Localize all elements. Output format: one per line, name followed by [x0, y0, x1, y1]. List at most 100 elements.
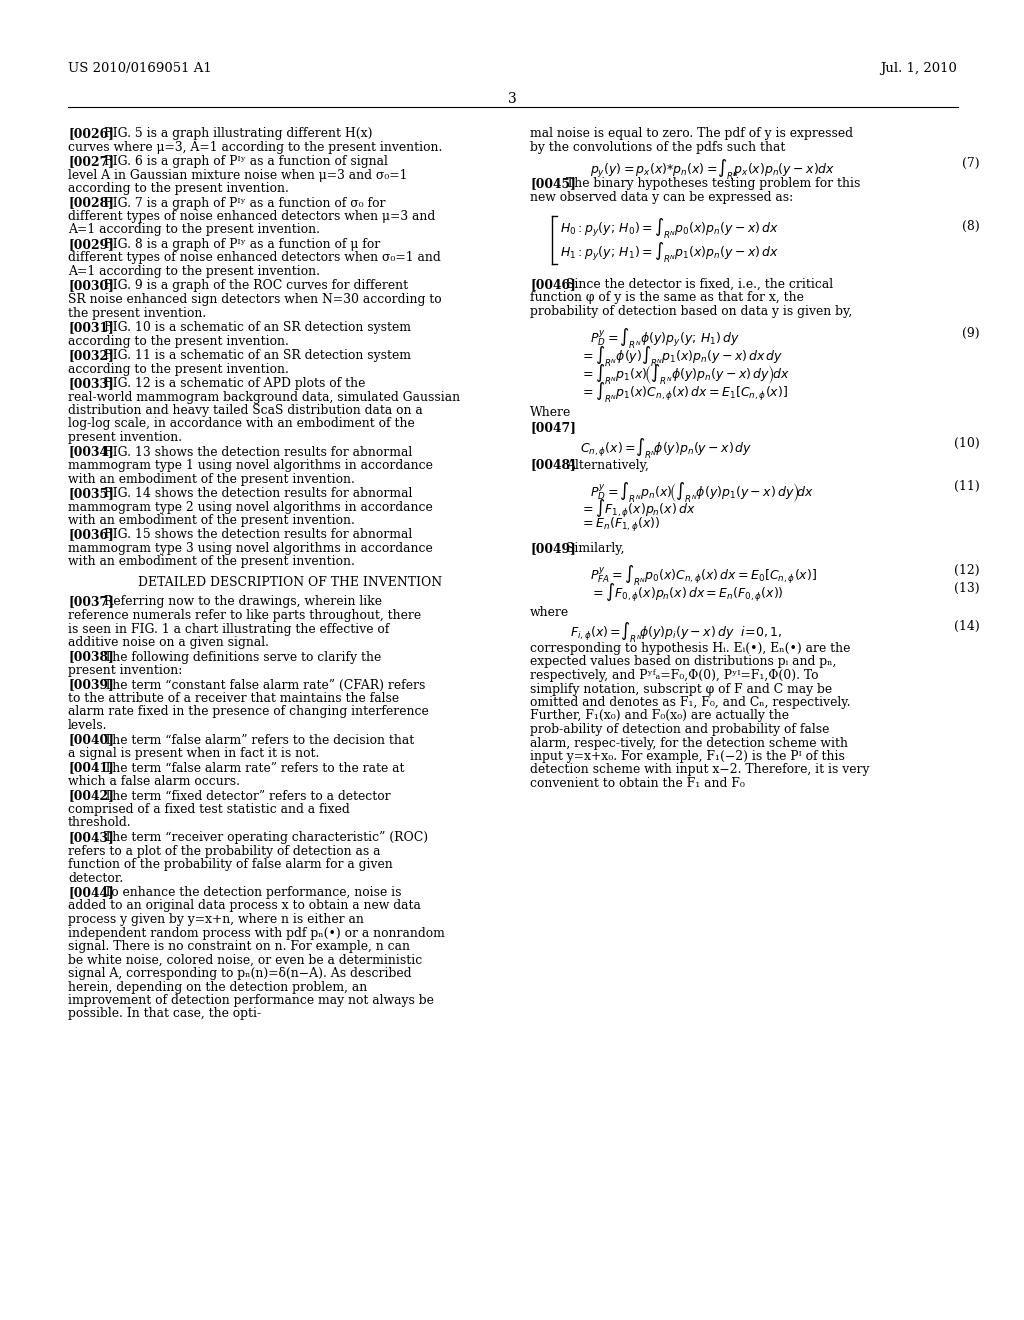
Text: $= \int_{R^N} p_1(x)\!\left(\int_{R^N} \phi(y)p_n(y-x)\,dy\right)\!dx$: $= \int_{R^N} p_1(x)\!\left(\int_{R^N} \…	[580, 363, 790, 387]
Text: (9): (9)	[963, 326, 980, 339]
Text: expected values based on distributions pᵢ and pₙ,: expected values based on distributions p…	[530, 656, 837, 668]
Text: [0044]: [0044]	[68, 886, 114, 899]
Text: Alternatively,: Alternatively,	[566, 458, 649, 471]
Text: (12): (12)	[954, 564, 980, 577]
Text: with an embodiment of the present invention.: with an embodiment of the present invent…	[68, 513, 355, 527]
Text: [0047]: [0047]	[530, 421, 575, 434]
Text: [0036]: [0036]	[68, 528, 114, 541]
Text: real-world mammogram background data, simulated Gaussian: real-world mammogram background data, si…	[68, 391, 460, 404]
Text: FIG. 14 shows the detection results for abnormal: FIG. 14 shows the detection results for …	[104, 487, 413, 500]
Text: [0048]: [0048]	[530, 458, 575, 471]
Text: FIG. 5 is a graph illustrating different H(x): FIG. 5 is a graph illustrating different…	[104, 127, 373, 140]
Text: according to the present invention.: according to the present invention.	[68, 182, 289, 195]
Text: is seen in FIG. 1 a chart illustrating the effective of: is seen in FIG. 1 a chart illustrating t…	[68, 623, 389, 635]
Text: $= \int_{R^N} \phi(y) \int_{R^N} p_1(x)p_n(y-x)\,dx\,dy$: $= \int_{R^N} \phi(y) \int_{R^N} p_1(x)p…	[580, 345, 783, 370]
Text: [0031]: [0031]	[68, 321, 114, 334]
Text: mammogram type 3 using novel algorithms in accordance: mammogram type 3 using novel algorithms …	[68, 543, 433, 554]
Text: The term “fixed detector” refers to a detector: The term “fixed detector” refers to a de…	[104, 789, 391, 803]
Text: level A in Gaussian mixture noise when μ=3 and σ₀=1: level A in Gaussian mixture noise when μ…	[68, 169, 408, 181]
Text: DETAILED DESCRIPTION OF THE INVENTION: DETAILED DESCRIPTION OF THE INVENTION	[138, 576, 442, 589]
Text: possible. In that case, the opti-: possible. In that case, the opti-	[68, 1007, 261, 1020]
Text: process y given by y=x+n, where n is either an: process y given by y=x+n, where n is eit…	[68, 913, 364, 927]
Text: [0043]: [0043]	[68, 832, 114, 843]
Text: [0046]: [0046]	[530, 279, 575, 290]
Text: [0038]: [0038]	[68, 651, 114, 664]
Text: [0026]: [0026]	[68, 127, 114, 140]
Text: mal noise is equal to zero. The pdf of y is expressed: mal noise is equal to zero. The pdf of y…	[530, 127, 853, 140]
Text: (11): (11)	[954, 480, 980, 492]
Text: according to the present invention.: according to the present invention.	[68, 334, 289, 347]
Text: (13): (13)	[954, 582, 980, 594]
Text: (7): (7)	[963, 157, 980, 170]
Text: probability of detection based on data y is given by,: probability of detection based on data y…	[530, 305, 852, 318]
Text: which a false alarm occurs.: which a false alarm occurs.	[68, 775, 240, 788]
Text: prob-ability of detection and probability of false: prob-ability of detection and probabilit…	[530, 723, 829, 737]
Text: mammogram type 1 using novel algorithms in accordance: mammogram type 1 using novel algorithms …	[68, 459, 433, 473]
Text: function of the probability of false alarm for a given: function of the probability of false ala…	[68, 858, 393, 871]
Text: new observed data y can be expressed as:: new observed data y can be expressed as:	[530, 190, 794, 203]
Text: distribution and heavy tailed ScaS distribution data on a: distribution and heavy tailed ScaS distr…	[68, 404, 423, 417]
Text: be white noise, colored noise, or even be a deterministic: be white noise, colored noise, or even b…	[68, 953, 422, 966]
Text: herein, depending on the detection problem, an: herein, depending on the detection probl…	[68, 981, 368, 994]
Text: log-log scale, in accordance with an embodiment of the: log-log scale, in accordance with an emb…	[68, 417, 415, 430]
Text: [0034]: [0034]	[68, 446, 114, 458]
Text: according to the present invention.: according to the present invention.	[68, 363, 289, 375]
Text: simplify notation, subscript φ of F and C may be: simplify notation, subscript φ of F and …	[530, 682, 833, 696]
Text: with an embodiment of the present invention.: with an embodiment of the present invent…	[68, 473, 355, 486]
Text: FIG. 7 is a graph of Pᴵʸ as a function of σ₀ for: FIG. 7 is a graph of Pᴵʸ as a function o…	[104, 197, 386, 210]
Text: [0028]: [0028]	[68, 197, 114, 210]
Text: added to an original data process x to obtain a new data: added to an original data process x to o…	[68, 899, 421, 912]
Text: $= \int_{R^N} p_1(x)C_{n,\phi}(x)\,dx = E_1[C_{n,\phi}(x)]$: $= \int_{R^N} p_1(x)C_{n,\phi}(x)\,dx = …	[580, 380, 788, 405]
Text: $= E_n(F_{1,\phi}(x))$: $= E_n(F_{1,\phi}(x))$	[580, 516, 660, 535]
Text: The term “receiver operating characteristic” (ROC): The term “receiver operating characteris…	[104, 832, 428, 843]
Text: FIG. 11 is a schematic of an SR detection system: FIG. 11 is a schematic of an SR detectio…	[104, 348, 411, 362]
Text: [0037]: [0037]	[68, 595, 114, 609]
Text: detection scheme with input x−2. Therefore, it is very: detection scheme with input x−2. Therefo…	[530, 763, 869, 776]
Text: [0032]: [0032]	[68, 348, 114, 362]
Text: alarm, respec-tively, for the detection scheme with: alarm, respec-tively, for the detection …	[530, 737, 848, 750]
Text: [0042]: [0042]	[68, 789, 114, 803]
Text: To enhance the detection performance, noise is: To enhance the detection performance, no…	[104, 886, 401, 899]
Text: detector.: detector.	[68, 871, 123, 884]
Text: alarm rate fixed in the presence of changing interference: alarm rate fixed in the presence of chan…	[68, 705, 429, 718]
Text: $F_{i,\phi}(x)=\!\int_{R^N}\!\phi(y)p_i(y-x)\,dy\ \ i\!=\!0,1,$: $F_{i,\phi}(x)=\!\int_{R^N}\!\phi(y)p_i(…	[570, 620, 782, 644]
Text: $= \int F_{0,\phi}(x)p_n(x)\,dx = E_n(F_{0,\phi}(x))$: $= \int F_{0,\phi}(x)p_n(x)\,dx = E_n(F_…	[590, 582, 783, 603]
Text: present invention:: present invention:	[68, 664, 182, 677]
Text: The term “false alarm rate” refers to the rate at: The term “false alarm rate” refers to th…	[104, 762, 404, 775]
Text: A=1 according to the present invention.: A=1 according to the present invention.	[68, 265, 319, 279]
Text: FIG. 13 shows the detection results for abnormal: FIG. 13 shows the detection results for …	[104, 446, 413, 458]
Text: FIG. 15 shows the detection results for abnormal: FIG. 15 shows the detection results for …	[104, 528, 413, 541]
Text: FIG. 10 is a schematic of an SR detection system: FIG. 10 is a schematic of an SR detectio…	[104, 321, 411, 334]
Text: Where: Where	[530, 407, 571, 420]
Text: 3: 3	[508, 92, 516, 106]
Text: respectively, and Pʸᶠₐ=F₀,Φ(0), Pʸᴵ=F₁,Φ(0). To: respectively, and Pʸᶠₐ=F₀,Φ(0), Pʸᴵ=F₁,Φ…	[530, 669, 818, 682]
Text: (14): (14)	[954, 620, 980, 634]
Text: where: where	[530, 606, 569, 619]
Text: [0039]: [0039]	[68, 678, 114, 692]
Text: threshold.: threshold.	[68, 817, 132, 829]
Text: $P_D^y = \int_{R^N} p_n(x)\!\left(\int_{R^N} \phi(y)p_1(y-x)\,dy\right)\!dx$: $P_D^y = \int_{R^N} p_n(x)\!\left(\int_{…	[590, 480, 814, 504]
Text: different types of noise enhanced detectors when μ=3 and: different types of noise enhanced detect…	[68, 210, 435, 223]
Text: A=1 according to the present invention.: A=1 according to the present invention.	[68, 223, 319, 236]
Text: input y=x+x₀. For example, F₁(−2) is the Pᴵ of this: input y=x+x₀. For example, F₁(−2) is the…	[530, 750, 845, 763]
Text: a signal is present when in fact it is not.: a signal is present when in fact it is n…	[68, 747, 319, 760]
Text: Referring now to the drawings, wherein like: Referring now to the drawings, wherein l…	[104, 595, 382, 609]
Text: The binary hypotheses testing problem for this: The binary hypotheses testing problem fo…	[566, 177, 860, 190]
Text: [0049]: [0049]	[530, 543, 575, 554]
Text: to the attribute of a receiver that maintains the false: to the attribute of a receiver that main…	[68, 692, 399, 705]
Text: Similarly,: Similarly,	[566, 543, 625, 554]
Text: convenient to obtain the F₁ and F₀: convenient to obtain the F₁ and F₀	[530, 777, 744, 789]
Text: comprised of a fixed test statistic and a fixed: comprised of a fixed test statistic and …	[68, 803, 350, 816]
Text: different types of noise enhanced detectors when σ₀=1 and: different types of noise enhanced detect…	[68, 252, 440, 264]
Text: refers to a plot of the probability of detection as a: refers to a plot of the probability of d…	[68, 845, 381, 858]
Text: with an embodiment of the present invention.: with an embodiment of the present invent…	[68, 556, 355, 569]
Text: [0040]: [0040]	[68, 734, 114, 747]
Text: $H_1 : p_y(y;\, H_1) = \int_{R^N} p_1(x)p_n(y-x)\,dx$: $H_1 : p_y(y;\, H_1) = \int_{R^N} p_1(x)…	[560, 240, 779, 265]
Text: FIG. 12 is a schematic of APD plots of the: FIG. 12 is a schematic of APD plots of t…	[104, 378, 366, 389]
Text: FIG. 6 is a graph of Pᴵʸ as a function of signal: FIG. 6 is a graph of Pᴵʸ as a function o…	[104, 154, 388, 168]
Text: The term “constant false alarm rate” (CFAR) refers: The term “constant false alarm rate” (CF…	[104, 678, 425, 692]
Text: $p_y(y)$$=$$p_x(x)$$*$$p_n(x)$$=$$\!\int_{R^N}\!\!p_x(x)p_n(y-x)dx$: $p_y(y)$$=$$p_x(x)$$*$$p_n(x)$$=$$\!\int…	[590, 157, 836, 182]
Text: omitted and denotes as F₁, F₀, and Cₙ, respectively.: omitted and denotes as F₁, F₀, and Cₙ, r…	[530, 696, 851, 709]
Text: independent random process with pdf pₙ(•) or a nonrandom: independent random process with pdf pₙ(•…	[68, 927, 444, 940]
Text: signal A, corresponding to pₙ(n)=δ(n−A). As described: signal A, corresponding to pₙ(n)=δ(n−A).…	[68, 968, 412, 979]
